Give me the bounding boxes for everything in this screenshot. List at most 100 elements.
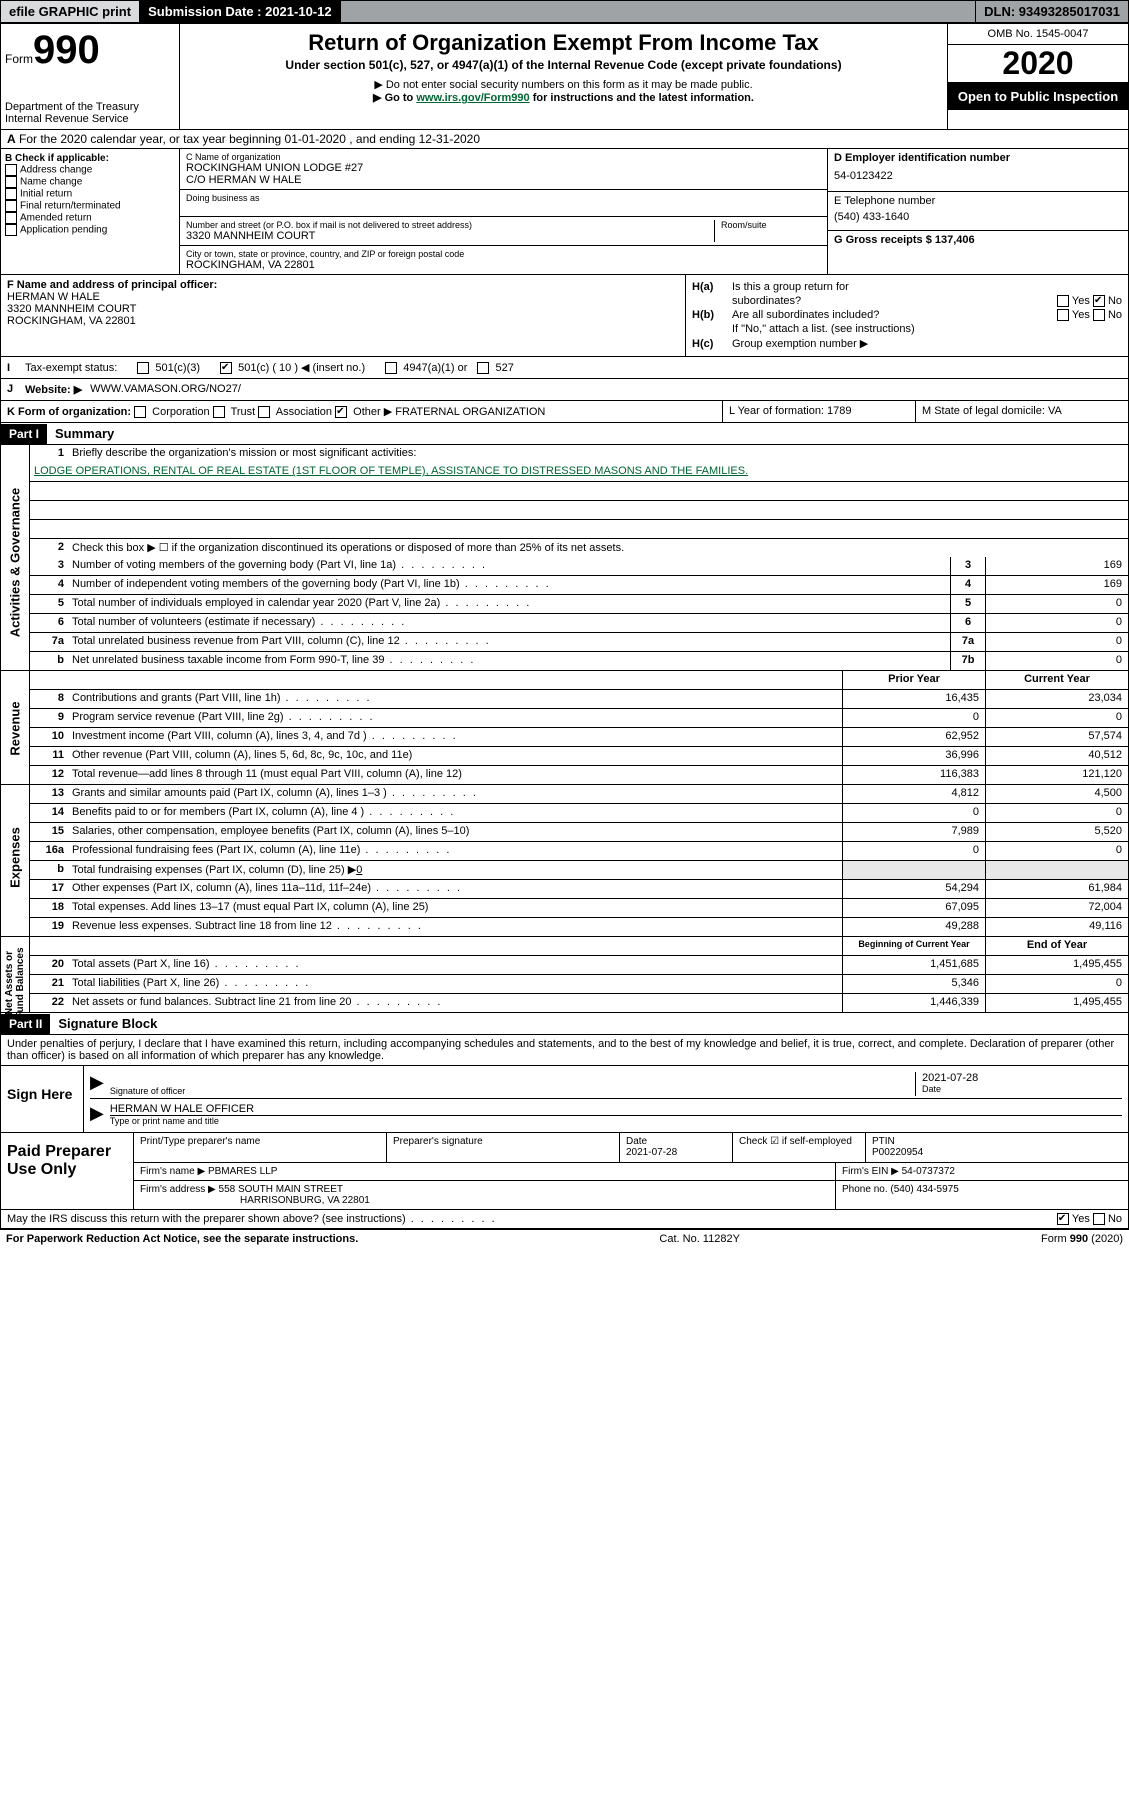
firm-name-label: Firm's name ▶ xyxy=(140,1166,205,1177)
paid-preparer-label: Paid Preparer Use Only xyxy=(1,1133,134,1209)
firm-name: PBMARES LLP xyxy=(208,1166,277,1177)
line8-text: Contributions and grants (Part VIII, lin… xyxy=(68,690,842,708)
sig-date: 2021-07-28 xyxy=(922,1072,1122,1084)
line21-prior: 5,346 xyxy=(842,975,986,993)
line17-text: Other expenses (Part IX, column (A), lin… xyxy=(68,880,842,898)
check-final-return[interactable] xyxy=(5,200,17,212)
line4-text: Number of independent voting members of … xyxy=(68,576,950,594)
line7b-text: Net unrelated business taxable income fr… xyxy=(68,652,950,670)
dln-label: DLN: 93493285017031 xyxy=(975,1,1128,22)
line9-prior: 0 xyxy=(842,709,986,727)
line2-text: Check this box ▶ ☐ if the organization d… xyxy=(68,539,1128,557)
form-org-label: K Form of organization: xyxy=(7,406,131,418)
line16b-prior-shade xyxy=(842,861,986,879)
check-4947[interactable] xyxy=(385,362,397,374)
check-amended[interactable] xyxy=(5,212,17,224)
line4-val: 169 xyxy=(986,576,1128,594)
check-initial-return[interactable] xyxy=(5,188,17,200)
line12-prior: 116,383 xyxy=(842,766,986,784)
col-begin-year: Beginning of Current Year xyxy=(842,937,986,955)
firm-addr2: HARRISONBURG, VA 22801 xyxy=(140,1195,829,1206)
line9-text: Program service revenue (Part VIII, line… xyxy=(68,709,842,727)
line1-label: Briefly describe the organization's miss… xyxy=(68,445,1128,463)
website-value: WWW.VAMASON.ORG/NO27/ xyxy=(90,383,241,396)
note-goto-post: for instructions and the latest informat… xyxy=(530,92,754,104)
line16a-curr: 0 xyxy=(986,842,1128,860)
opt-501c3: 501(c)(3) xyxy=(155,362,200,374)
hc-text: Group exemption number ▶ xyxy=(732,337,868,350)
perjury-text: Under penalties of perjury, I declare th… xyxy=(1,1035,1128,1066)
ein-value: 54-0123422 xyxy=(834,164,1122,188)
check-address-change[interactable] xyxy=(5,164,17,176)
org-careof: C/O HERMAN W HALE xyxy=(186,174,821,186)
arrow-icon: ▶ xyxy=(90,1072,104,1096)
firm-addr-label: Firm's address ▶ xyxy=(140,1184,216,1195)
line14-prior: 0 xyxy=(842,804,986,822)
ha-yes[interactable] xyxy=(1057,295,1069,307)
row-j-label: J xyxy=(7,383,25,396)
check-501c3[interactable] xyxy=(137,362,149,374)
line17-curr: 61,984 xyxy=(986,880,1128,898)
org-city: ROCKINGHAM, VA 22801 xyxy=(186,259,821,271)
opt-501c: 501(c) ( 10 ) ◀ (insert no.) xyxy=(238,362,365,374)
opt-trust: Trust xyxy=(231,406,256,418)
label-amended: Amended return xyxy=(20,213,92,224)
check-501c[interactable] xyxy=(220,362,232,374)
col-b-checkboxes: B Check if applicable: Address change Na… xyxy=(1,149,180,274)
line15-prior: 7,989 xyxy=(842,823,986,841)
gross-receipts: G Gross receipts $ 137,406 xyxy=(828,231,1128,249)
opt-527: 527 xyxy=(495,362,513,374)
line17-prior: 54,294 xyxy=(842,880,986,898)
discuss-no[interactable] xyxy=(1093,1213,1105,1225)
hb-no[interactable] xyxy=(1093,309,1105,321)
note-goto-pre: ▶ Go to xyxy=(373,92,416,104)
addr-label: Number and street (or P.O. box if mail i… xyxy=(186,220,714,230)
check-corp[interactable] xyxy=(134,406,146,418)
line5-val: 0 xyxy=(986,595,1128,613)
sig-name: HERMAN W HALE OFFICER xyxy=(110,1103,1122,1115)
phone-label: E Telephone number xyxy=(834,195,1122,207)
dba-label: Doing business as xyxy=(186,193,821,203)
sign-here-label: Sign Here xyxy=(1,1066,84,1132)
website-label: Website: ▶ xyxy=(25,383,82,396)
check-trust[interactable] xyxy=(213,406,225,418)
ha-sub: subordinates? xyxy=(732,295,801,307)
label-app-pending: Application pending xyxy=(20,225,107,236)
prep-col1: Print/Type preparer's name xyxy=(140,1136,380,1147)
sig-name-label: Type or print name and title xyxy=(110,1115,1122,1126)
check-527[interactable] xyxy=(477,362,489,374)
submission-date-button[interactable]: Submission Date : 2021-10-12 xyxy=(140,1,341,22)
line20-curr: 1,495,455 xyxy=(986,956,1128,974)
line20-text: Total assets (Part X, line 16) xyxy=(68,956,842,974)
check-name-change[interactable] xyxy=(5,176,17,188)
efile-link[interactable]: efile GRAPHIC print xyxy=(1,1,140,22)
hb-label: H(b) xyxy=(692,309,732,321)
line22-curr: 1,495,455 xyxy=(986,994,1128,1012)
line10-curr: 57,574 xyxy=(986,728,1128,746)
opt-4947: 4947(a)(1) or xyxy=(403,362,467,374)
line7a-text: Total unrelated business revenue from Pa… xyxy=(68,633,950,651)
line13-text: Grants and similar amounts paid (Part IX… xyxy=(68,785,842,803)
check-assoc[interactable] xyxy=(258,406,270,418)
check-app-pending[interactable] xyxy=(5,224,17,236)
line8-prior: 16,435 xyxy=(842,690,986,708)
prep-phone: (540) 434-5975 xyxy=(890,1184,958,1195)
sig-date-label: Date xyxy=(922,1084,1122,1094)
ha-no[interactable] xyxy=(1093,295,1105,307)
org-name: ROCKINGHAM UNION LODGE #27 xyxy=(186,162,821,174)
line6-val: 0 xyxy=(986,614,1128,632)
line16a-text: Professional fundraising fees (Part IX, … xyxy=(68,842,842,860)
mission-text[interactable]: LODGE OPERATIONS, RENTAL OF REAL ESTATE … xyxy=(34,465,748,477)
check-other[interactable] xyxy=(335,406,347,418)
row-i-label: I xyxy=(7,362,25,374)
irs-link[interactable]: www.irs.gov/Form990 xyxy=(416,92,529,104)
discuss-yes[interactable] xyxy=(1057,1213,1069,1225)
line22-text: Net assets or fund balances. Subtract li… xyxy=(68,994,842,1012)
line11-prior: 36,996 xyxy=(842,747,986,765)
tax-year: 2020 xyxy=(948,45,1128,83)
hb-yes[interactable] xyxy=(1057,309,1069,321)
officer-addr2: ROCKINGHAM, VA 22801 xyxy=(7,315,679,327)
line7b-val: 0 xyxy=(986,652,1128,670)
note-ssn: ▶ Do not enter social security numbers o… xyxy=(188,78,939,91)
firm-ein: 54-0737372 xyxy=(902,1166,955,1177)
